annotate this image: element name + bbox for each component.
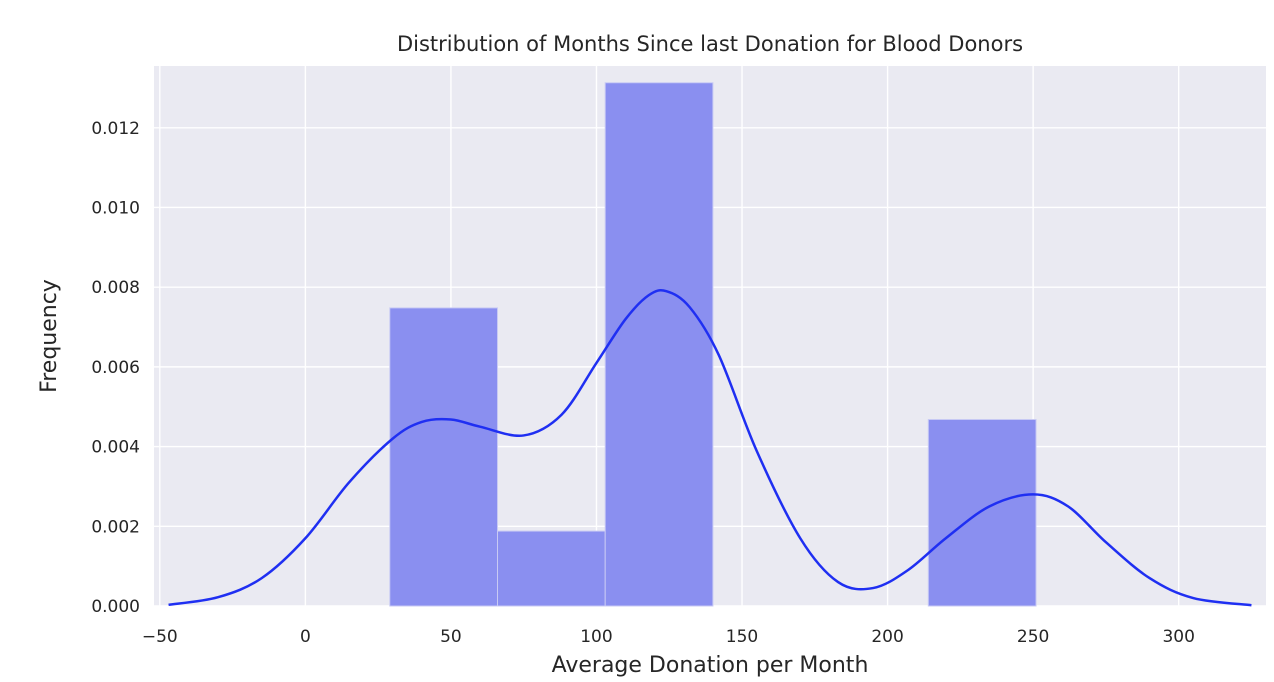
chart-title: Distribution of Months Since last Donati… xyxy=(397,32,1023,56)
kde-curve xyxy=(168,289,1252,607)
y-tick-label: 0.008 xyxy=(91,278,140,298)
histogram-bar xyxy=(604,82,714,607)
x-axis-ticks: −50 0 50 100 150 200 250 300 xyxy=(142,627,1195,647)
x-tick-label: 150 xyxy=(726,627,758,647)
y-tick-label: 0.012 xyxy=(91,119,140,139)
y-tick-label: 0.004 xyxy=(91,438,140,458)
y-tick-label: 0.002 xyxy=(91,517,140,537)
y-axis-label: Frequency xyxy=(37,279,62,393)
histogram-bar xyxy=(389,307,498,607)
y-tick-label: 0.006 xyxy=(91,358,140,378)
x-tick-label: 250 xyxy=(1017,627,1049,647)
histogram-bars xyxy=(389,82,1037,607)
histogram-bar xyxy=(496,530,606,607)
x-axis-label: Average Donation per Month xyxy=(552,653,869,678)
x-tick-label: −50 xyxy=(142,627,178,647)
y-tick-label: 0.000 xyxy=(91,597,140,617)
y-axis-ticks: 0.000 0.002 0.004 0.006 0.008 0.010 0.012 xyxy=(91,119,140,617)
x-tick-label: 50 xyxy=(440,627,462,647)
histogram-bar xyxy=(927,418,1037,607)
y-tick-label: 0.010 xyxy=(91,198,140,218)
x-tick-label: 200 xyxy=(871,627,903,647)
x-tick-label: 0 xyxy=(300,627,311,647)
x-tick-label: 300 xyxy=(1162,627,1194,647)
x-tick-label: 100 xyxy=(580,627,612,647)
